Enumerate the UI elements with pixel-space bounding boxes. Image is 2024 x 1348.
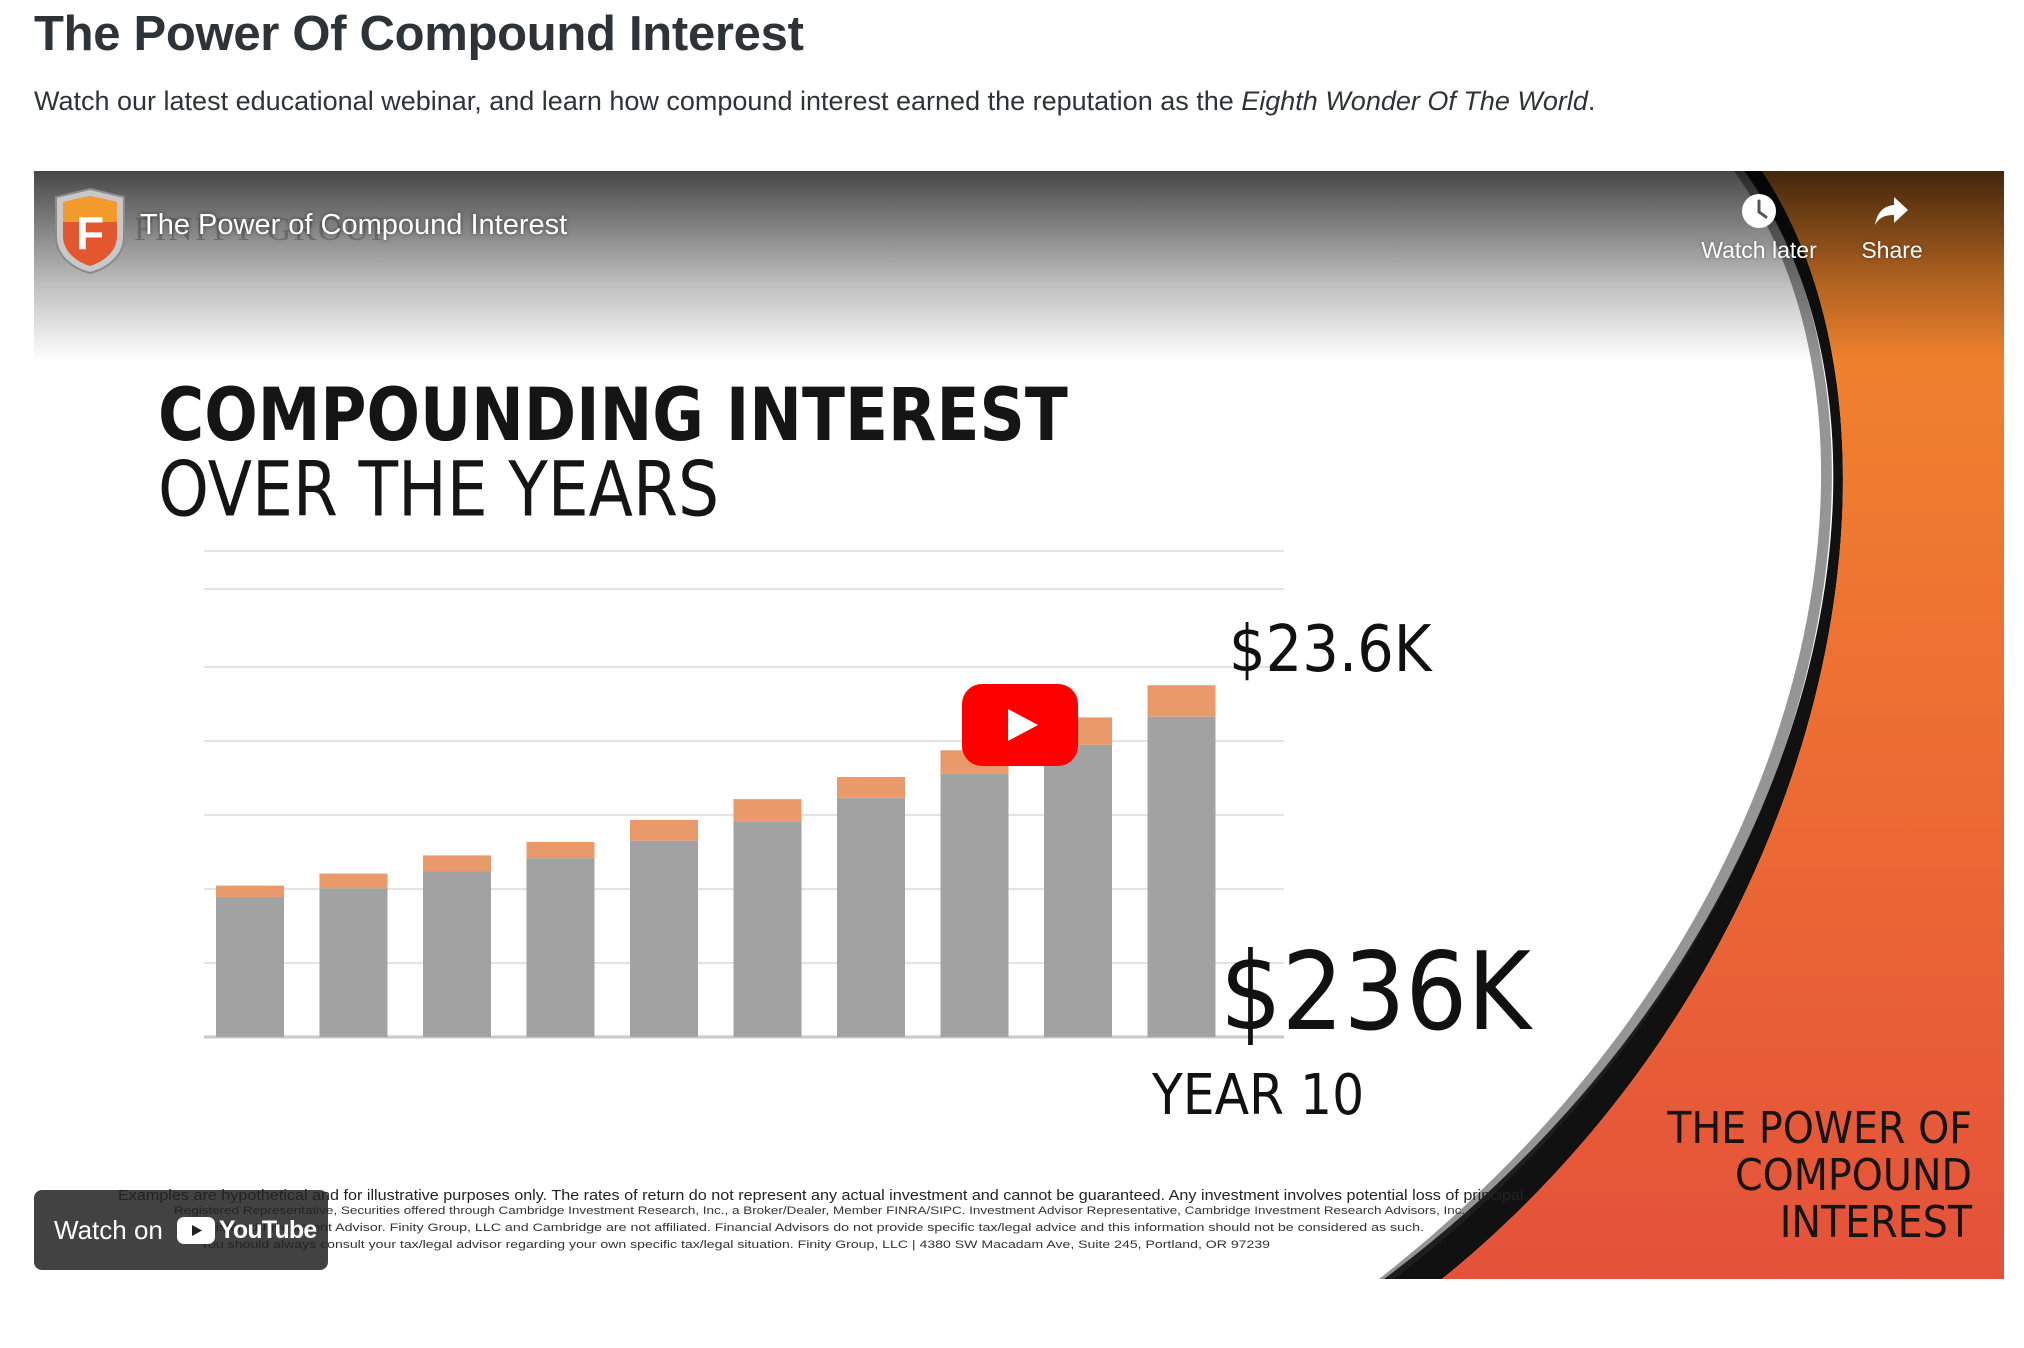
year-label: YEAR 10 — [1151, 1063, 1364, 1128]
chart-bar-principal-year-9 — [1044, 744, 1112, 1037]
chart-bar-principal-year-8 — [940, 773, 1009, 1037]
chart-bar-interest-year-7 — [837, 777, 905, 798]
slide-heading-line1: COMPOUNDING INTEREST — [158, 371, 1068, 457]
intro-text: Watch our latest educational webinar, an… — [34, 86, 1595, 117]
chart-bar-interest-year-5 — [630, 819, 698, 841]
channel-name: FINITY GROUP — [134, 211, 392, 248]
chart-bars — [216, 685, 1216, 1037]
slide-heading-line2: OVER THE YEARS — [158, 446, 719, 534]
share-arrow-icon — [1875, 197, 1908, 225]
youtube-logo-icon — [176, 1216, 215, 1244]
chart-bar-interest-year-3 — [423, 855, 491, 872]
chart-bar-principal-year-3 — [423, 871, 491, 1037]
page-title: The Power Of Compound Interest — [34, 7, 804, 61]
chart-bar-principal-year-5 — [630, 840, 698, 1037]
corner-text-line3: INTEREST — [1780, 1197, 1973, 1248]
watch-later-label: Watch later — [1701, 237, 1817, 263]
clock-icon — [1742, 194, 1776, 228]
chart-bar-interest-year-4 — [526, 842, 595, 859]
chart-bar-principal-year-6 — [733, 821, 802, 1037]
chart-bar-principal-year-1 — [216, 896, 284, 1037]
total-value-label: $236K — [1220, 930, 1533, 1055]
channel-logo-letter: F — [76, 207, 104, 259]
intro-prefix: Watch our latest educational webinar, an… — [34, 86, 1242, 116]
chart-bar-principal-year-4 — [526, 858, 595, 1037]
disclaimer-line1: Examples are hypothetical and for illust… — [118, 1188, 1528, 1204]
swoosh-shadow — [1379, 171, 1832, 1279]
corner-text-line1: THE POWER OF — [1666, 1103, 1972, 1154]
chart-bar-interest-year-2 — [319, 873, 388, 889]
corner-text-line2: COMPOUND — [1735, 1150, 1972, 1201]
watch-later-button[interactable]: Watch later — [1694, 191, 1824, 264]
share-button[interactable]: Share — [1827, 191, 1957, 264]
video-thumbnail: COMPOUNDING INTEREST OVER THE YEARS $23.… — [118, 171, 2004, 1279]
watch-on-youtube-button[interactable]: Watch on YouTube — [34, 1190, 328, 1270]
video-embed[interactable]: COMPOUNDING INTEREST OVER THE YEARS $23.… — [34, 171, 2004, 1279]
chart-bar-interest-year-10 — [1147, 685, 1216, 717]
chart-bar-interest-year-6 — [733, 799, 802, 822]
play-icon — [1008, 709, 1038, 741]
intro-emphasis: Eighth Wonder Of The World — [1241, 86, 1588, 116]
chart-bar-principal-year-2 — [319, 888, 388, 1037]
orange-panel — [1442, 171, 2004, 1279]
title-bar-shade — [34, 171, 2004, 361]
share-label: Share — [1861, 237, 1923, 263]
channel-logo[interactable]: F — [52, 187, 128, 275]
top-value-label: $23.6K — [1229, 613, 1433, 687]
chart-bar-interest-year-1 — [216, 885, 284, 897]
chart-bar-principal-year-10 — [1147, 716, 1216, 1037]
chart-bar-principal-year-7 — [837, 797, 905, 1037]
youtube-wordmark: YouTube — [218, 1215, 317, 1244]
disclaimer-line3: a Registered Investment Advisor. Finity … — [178, 1222, 1424, 1234]
youtube-logo: YouTube — [176, 1215, 317, 1245]
disclaimer-line2: Registered Representative, Securities of… — [174, 1205, 1469, 1217]
watch-on-label: Watch on — [54, 1214, 163, 1245]
disclaimer-line4: You should always consult your tax/legal… — [200, 1239, 1270, 1251]
intro-suffix: . — [1587, 86, 1596, 116]
play-button[interactable] — [962, 684, 1078, 766]
video-title[interactable]: The Power of Compound Interest — [140, 209, 568, 241]
